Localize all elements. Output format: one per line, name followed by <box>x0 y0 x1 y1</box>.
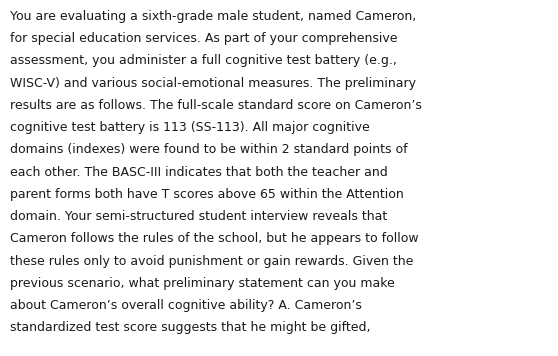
Text: standardized test score suggests that he might be gifted,: standardized test score suggests that he… <box>10 321 371 335</box>
Text: results are as follows. The full-scale standard score on Cameron’s: results are as follows. The full-scale s… <box>10 99 422 112</box>
Text: domains (indexes) were found to be within 2 standard points of: domains (indexes) were found to be withi… <box>10 143 408 157</box>
Text: previous scenario, what preliminary statement can you make: previous scenario, what preliminary stat… <box>10 277 395 290</box>
Text: Cameron follows the rules of the school, but he appears to follow: Cameron follows the rules of the school,… <box>10 232 418 246</box>
Text: each other. The BASC-III indicates that both the teacher and: each other. The BASC-III indicates that … <box>10 166 388 179</box>
Text: parent forms both have T scores above 65 within the Attention: parent forms both have T scores above 65… <box>10 188 404 201</box>
Text: assessment, you administer a full cognitive test battery (e.g.,: assessment, you administer a full cognit… <box>10 54 397 68</box>
Text: WISC-V) and various social-emotional measures. The preliminary: WISC-V) and various social-emotional mea… <box>10 77 416 90</box>
Text: You are evaluating a sixth-grade male student, named Cameron,: You are evaluating a sixth-grade male st… <box>10 10 416 23</box>
Text: domain. Your semi-structured student interview reveals that: domain. Your semi-structured student int… <box>10 210 387 223</box>
Text: about Cameron’s overall cognitive ability? A. Cameron’s: about Cameron’s overall cognitive abilit… <box>10 299 362 312</box>
Text: these rules only to avoid punishment or gain rewards. Given the: these rules only to avoid punishment or … <box>10 255 413 268</box>
Text: cognitive test battery is 113 (SS-113). All major cognitive: cognitive test battery is 113 (SS-113). … <box>10 121 370 134</box>
Text: for special education services. As part of your comprehensive: for special education services. As part … <box>10 32 397 45</box>
